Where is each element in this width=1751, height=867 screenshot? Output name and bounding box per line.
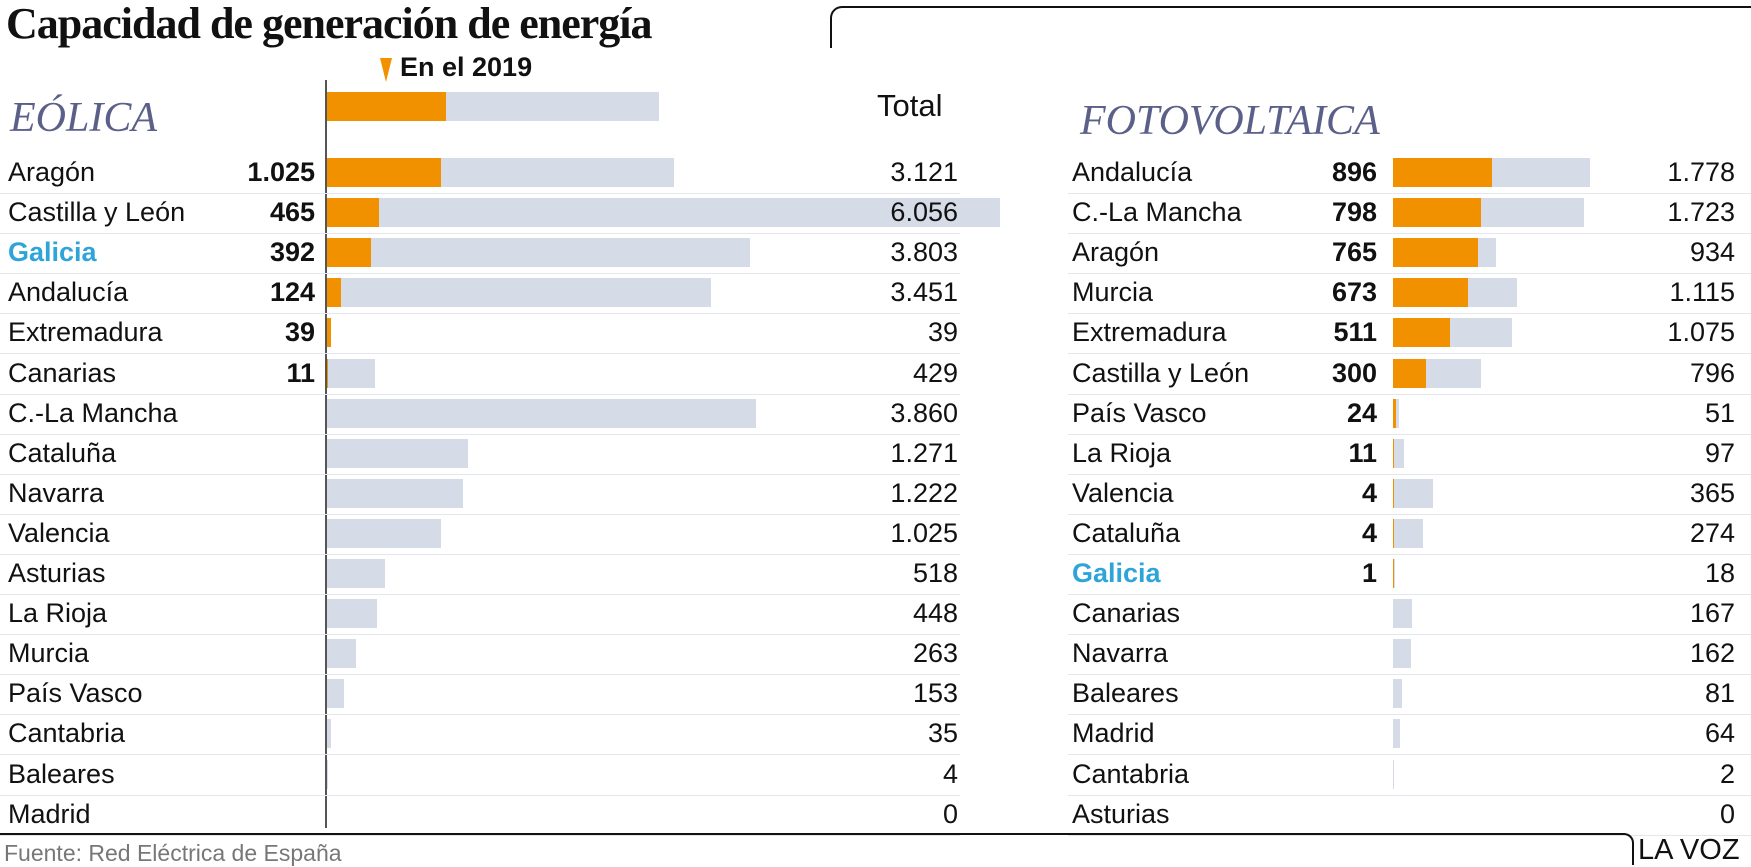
value-total: 97 bbox=[1068, 438, 1735, 469]
title-rule bbox=[830, 6, 1751, 48]
value-total: 1.115 bbox=[1068, 277, 1735, 308]
source-note: Fuente: Red Eléctrica de España bbox=[4, 840, 342, 867]
value-total: 1.075 bbox=[1068, 317, 1735, 348]
value-total: 365 bbox=[1068, 478, 1735, 509]
eolica-title: EÓLICA bbox=[10, 94, 157, 142]
value-total: 64 bbox=[1068, 718, 1735, 749]
legend-total-label: Total bbox=[877, 88, 942, 124]
value-total: 3.860 bbox=[0, 398, 958, 429]
value-total: 3.451 bbox=[0, 277, 958, 308]
value-total: 1.723 bbox=[1068, 197, 1735, 228]
value-total: 6.056 bbox=[0, 197, 958, 228]
value-total: 2 bbox=[1068, 759, 1735, 790]
value-total: 0 bbox=[1068, 799, 1735, 830]
value-total: 934 bbox=[1068, 237, 1735, 268]
value-total: 153 bbox=[0, 678, 958, 709]
legend-2019-bar bbox=[327, 92, 446, 121]
value-total: 263 bbox=[0, 638, 958, 669]
legend-marker-icon bbox=[380, 58, 392, 82]
value-total: 81 bbox=[1068, 678, 1735, 709]
value-total: 39 bbox=[0, 317, 958, 348]
value-total: 162 bbox=[1068, 638, 1735, 669]
value-total: 51 bbox=[1068, 398, 1735, 429]
value-total: 167 bbox=[1068, 598, 1735, 629]
value-total: 796 bbox=[1068, 358, 1735, 389]
value-total: 1.778 bbox=[1068, 157, 1735, 188]
value-total: 518 bbox=[0, 558, 958, 589]
value-total: 1.025 bbox=[0, 518, 958, 549]
footer-rule-curve bbox=[1622, 833, 1634, 865]
value-total: 274 bbox=[1068, 518, 1735, 549]
value-total: 429 bbox=[0, 358, 958, 389]
value-total: 35 bbox=[0, 718, 958, 749]
value-total: 1.222 bbox=[0, 478, 958, 509]
value-total: 448 bbox=[0, 598, 958, 629]
value-total: 3.803 bbox=[0, 237, 958, 268]
value-total: 4 bbox=[0, 759, 958, 790]
value-total: 18 bbox=[1068, 558, 1735, 589]
legend-label: En el 2019 bbox=[400, 52, 532, 83]
brand-logo: LA VOZ bbox=[1638, 834, 1740, 867]
value-total: 0 bbox=[0, 799, 958, 830]
fotovoltaica-title: FOTOVOLTAICA bbox=[1080, 97, 1380, 145]
value-total: 1.271 bbox=[0, 438, 958, 469]
footer-rule bbox=[0, 833, 1625, 835]
chart-title: Capacidad de generación de energía bbox=[6, 0, 652, 49]
value-total: 3.121 bbox=[0, 157, 958, 188]
